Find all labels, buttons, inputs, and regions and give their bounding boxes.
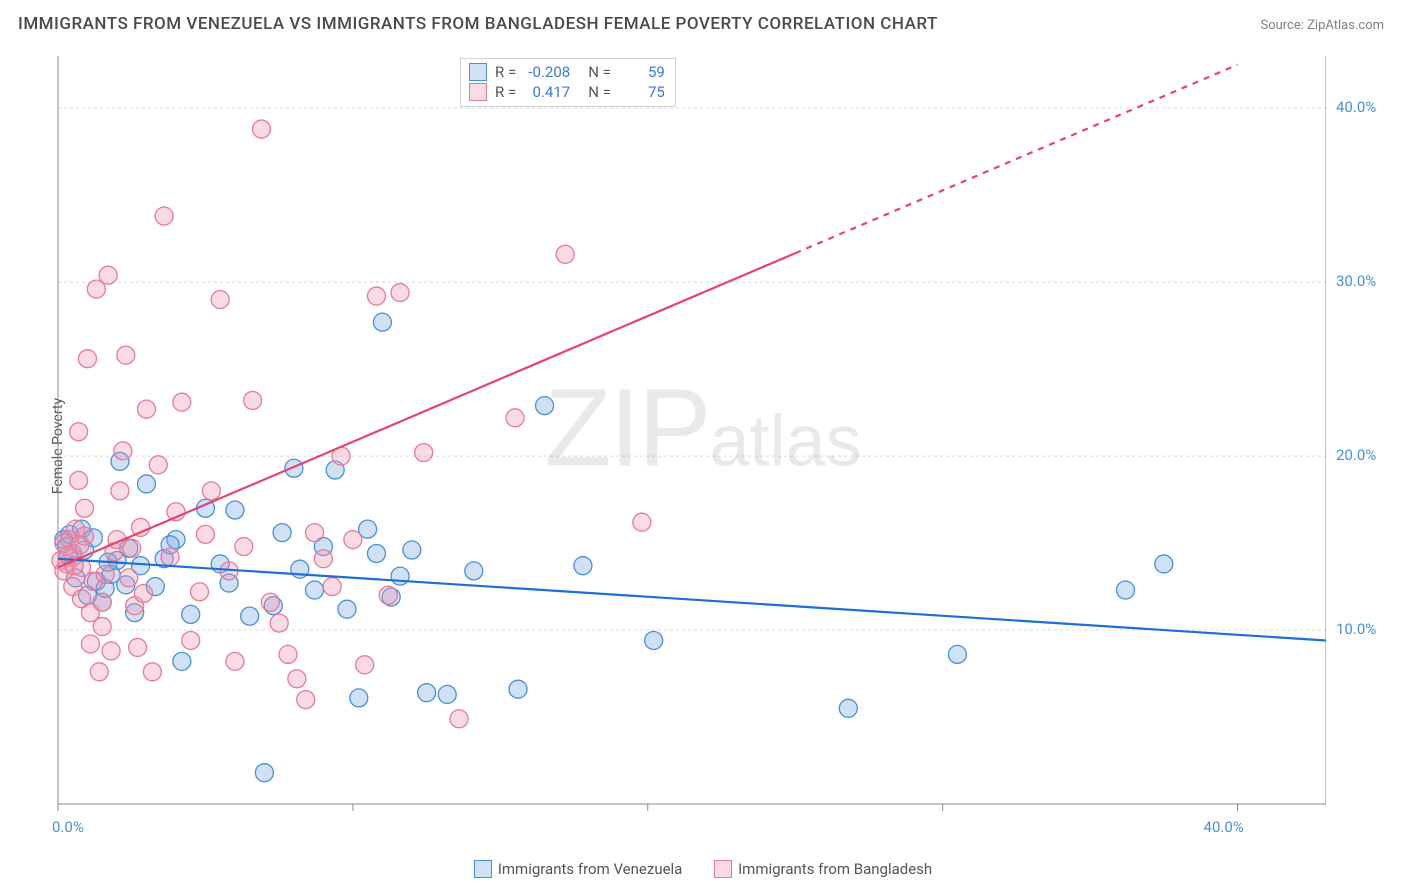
r-label: R =	[495, 62, 516, 82]
swatch-bangladesh	[469, 83, 487, 101]
legend-item-venezuela: Immigrants from Venezuela	[474, 860, 683, 878]
chart-svg	[46, 56, 1326, 816]
n-label: N =	[588, 62, 611, 82]
stats-row-bangladesh: R = 0.417 N = 75	[469, 82, 665, 102]
y-tick-label: 20.0%	[1336, 446, 1376, 464]
n-value-venezuela: 59	[619, 62, 665, 82]
y-tick-label: 40.0%	[1336, 98, 1376, 116]
chart-area: 0.0%40.0%10.0%20.0%30.0%40.0%	[46, 56, 1326, 816]
r-label: R =	[495, 82, 516, 102]
x-tick-label: 0.0%	[52, 818, 84, 836]
swatch-venezuela	[474, 860, 492, 878]
legend-label-bangladesh: Immigrants from Bangladesh	[738, 860, 932, 878]
swatch-bangladesh	[714, 860, 732, 878]
n-label: N =	[588, 82, 611, 102]
x-tick-label: 40.0%	[1204, 818, 1244, 836]
source-label: Source: ZipAtlas.com	[1260, 18, 1384, 33]
legend-item-bangladesh: Immigrants from Bangladesh	[714, 860, 932, 878]
stats-legend: R = -0.208 N = 59 R = 0.417 N = 75	[460, 58, 676, 107]
y-tick-label: 30.0%	[1336, 272, 1376, 290]
n-value-bangladesh: 75	[619, 82, 665, 102]
r-value-bangladesh: 0.417	[524, 82, 570, 102]
stats-row-venezuela: R = -0.208 N = 59	[469, 62, 665, 82]
series-legend: Immigrants from Venezuela Immigrants fro…	[0, 860, 1406, 882]
y-tick-label: 10.0%	[1336, 620, 1376, 638]
r-value-venezuela: -0.208	[524, 62, 570, 82]
legend-label-venezuela: Immigrants from Venezuela	[498, 860, 683, 878]
swatch-venezuela	[469, 63, 487, 81]
page-title: IMMIGRANTS FROM VENEZUELA VS IMMIGRANTS …	[18, 14, 938, 34]
